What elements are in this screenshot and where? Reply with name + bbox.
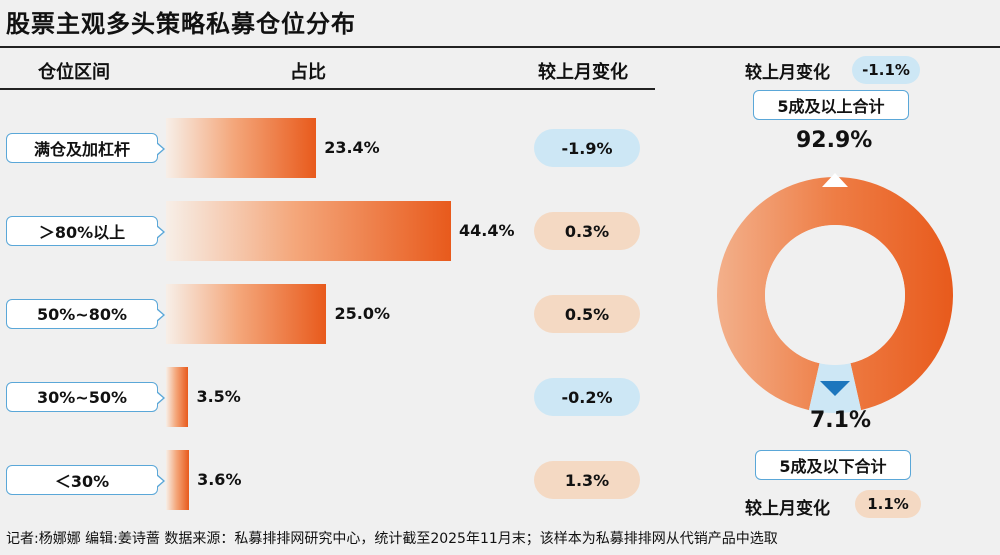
- lower-total-value: 7.1%: [810, 408, 872, 433]
- lower-change-label: 较上月变化: [745, 499, 830, 519]
- bar-3: [166, 367, 189, 427]
- title-divider: [0, 46, 1000, 48]
- bar-value-4: 3.6%: [197, 470, 242, 489]
- change-pill-4: 1.3%: [534, 461, 640, 499]
- bar-4: [166, 450, 190, 510]
- header-divider: [0, 88, 655, 90]
- lower-change-pill: 1.1%: [855, 490, 921, 518]
- down-triangle-icon: [820, 381, 850, 396]
- upper-change-pill: -1.1%: [852, 56, 920, 84]
- bar-value-1: 44.4%: [459, 221, 515, 240]
- up-triangle-icon: [822, 173, 848, 187]
- donut-slice-lower: [808, 363, 862, 414]
- change-pill-0: -1.9%: [534, 129, 640, 167]
- upper-total-label: 5成及以上合计: [753, 90, 909, 120]
- page-title: 股票主观多头策略私募仓位分布: [6, 10, 356, 38]
- change-pill-3: -0.2%: [534, 378, 640, 416]
- total-change-label: 较上月变化: [745, 63, 830, 83]
- bar-2: [166, 284, 327, 344]
- row-label-4: ＜30%: [6, 465, 165, 495]
- change-pill-2: 0.5%: [534, 295, 640, 333]
- header-share: 占比: [290, 62, 326, 83]
- bar-value-0: 23.4%: [324, 138, 380, 157]
- bar-value-2: 25.0%: [334, 304, 390, 323]
- bar-value-3: 3.5%: [196, 387, 241, 406]
- row-label-3: 30%~50%: [6, 382, 165, 412]
- upper-total-value: 92.9%: [796, 128, 873, 153]
- donut-slice-upper: [716, 177, 953, 411]
- row-label-0: 满仓及加杠杆: [6, 133, 165, 163]
- row-label-2: 50%~80%: [6, 299, 165, 329]
- header-change: 较上月变化: [538, 62, 628, 83]
- lower-total-label: 5成及以下合计: [755, 450, 911, 480]
- donut-hole: [765, 225, 905, 365]
- bar-1: [166, 201, 451, 261]
- row-label-1: ＞80%以上: [6, 216, 165, 246]
- change-pill-1: 0.3%: [534, 212, 640, 250]
- footer-credits: 记者:杨娜娜 编辑:姜诗蔷 数据来源：私募排排网研究中心，统计截至2025年11…: [6, 531, 778, 547]
- bar-0: [166, 118, 317, 178]
- header-range: 仓位区间: [38, 62, 110, 83]
